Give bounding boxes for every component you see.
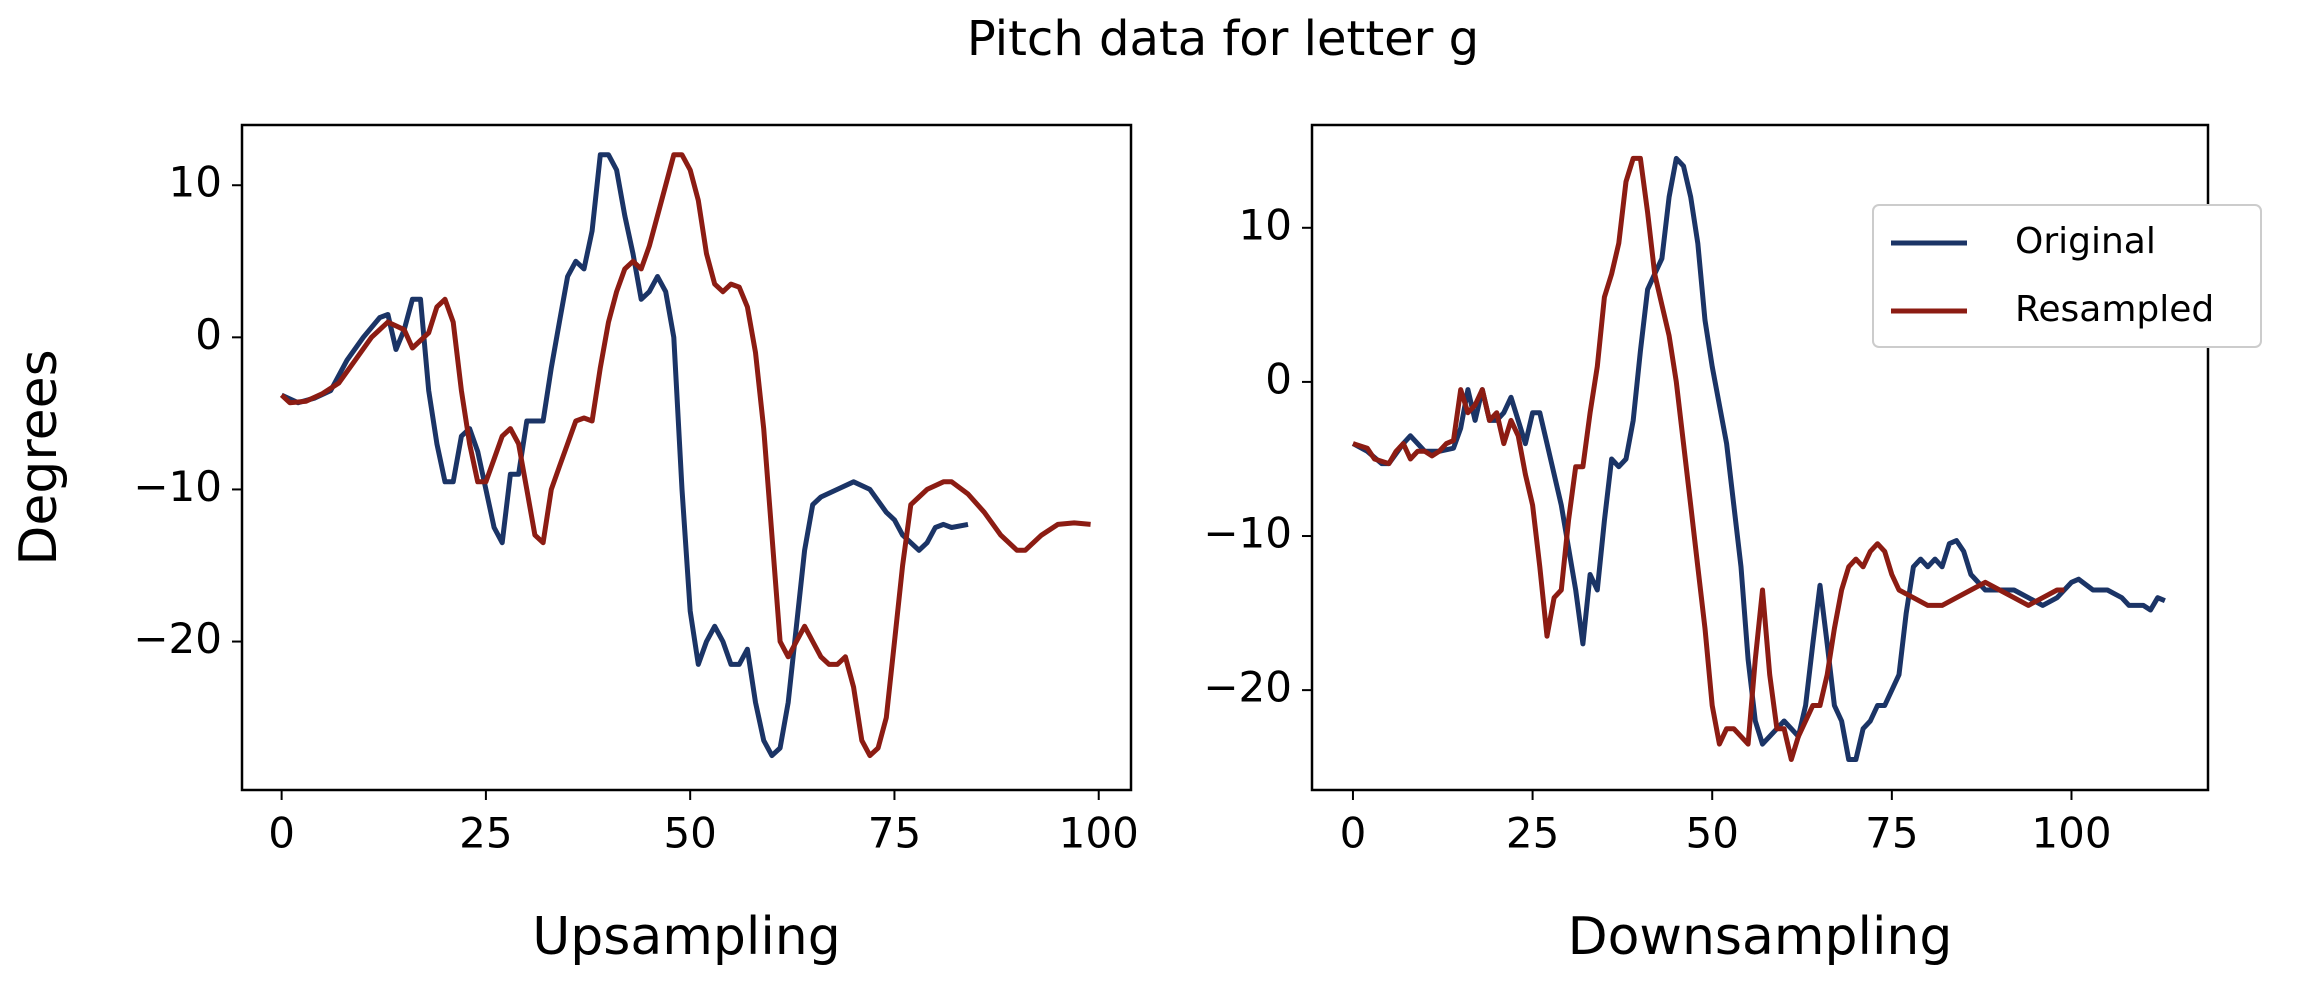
- x-axis-label: Upsampling: [532, 907, 841, 967]
- data-line: [280, 152, 969, 759]
- x-tick-label: 100: [2031, 809, 2111, 858]
- data-line: [279, 152, 1091, 759]
- data-line: [1351, 155, 2166, 762]
- legend-label: Resampled: [2015, 289, 2214, 330]
- y-tick-label: 10: [169, 158, 222, 207]
- x-tick-label: 25: [459, 809, 512, 858]
- y-tick-label: 0: [1265, 354, 1292, 403]
- data-line: [1352, 155, 2065, 762]
- y-tick-label: −20: [1203, 663, 1292, 712]
- plot-frame: [1310, 123, 2210, 792]
- figure-title: Pitch data for letter g: [967, 11, 1479, 67]
- x-axis-label: Downsampling: [1568, 907, 1953, 967]
- x-tick-label: 100: [1059, 809, 1139, 858]
- x-tick-label: 50: [1685, 809, 1738, 858]
- y-tick-label: 0: [195, 310, 222, 359]
- y-tick-label: −10: [133, 462, 222, 511]
- x-tick-label: 0: [1340, 809, 1367, 858]
- y-tick-label: 10: [1239, 200, 1292, 249]
- plot-frame: [240, 123, 1133, 792]
- y-tick-label: −20: [133, 614, 222, 663]
- x-tick-label: 0: [268, 809, 295, 858]
- x-tick-label: 50: [663, 809, 716, 858]
- x-tick-label: 25: [1506, 809, 1559, 858]
- x-tick-label: 75: [868, 809, 921, 858]
- y-axis-label: Degrees: [9, 349, 69, 565]
- y-tick-label: −10: [1203, 509, 1292, 558]
- legend-label: Original: [2015, 221, 2156, 262]
- x-tick-label: 75: [1865, 809, 1918, 858]
- legend-box: [1872, 204, 2262, 348]
